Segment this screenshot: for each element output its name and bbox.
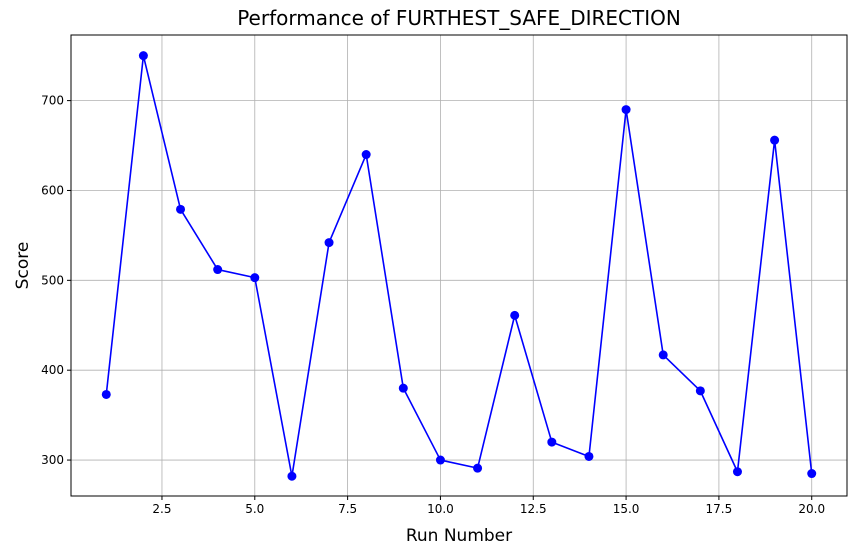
series-layer <box>101 51 817 481</box>
data-point <box>101 389 111 399</box>
x-tick-label: 15.0 <box>613 502 640 516</box>
data-point <box>473 463 483 473</box>
x-tick-label: 12.5 <box>520 502 547 516</box>
data-point <box>510 310 520 320</box>
y-tick-label: 500 <box>41 273 64 287</box>
data-point <box>435 455 445 465</box>
data-point <box>621 105 631 115</box>
data-point <box>287 471 297 481</box>
x-tick-label: 17.5 <box>706 502 733 516</box>
data-point <box>398 383 408 393</box>
plot-background <box>71 35 847 496</box>
x-tick-label: 7.5 <box>338 502 357 516</box>
data-point <box>324 238 334 248</box>
x-tick-label: 2.5 <box>152 502 171 516</box>
data-point <box>176 204 186 214</box>
x-tick-label: 10.0 <box>427 502 454 516</box>
data-point <box>547 437 557 447</box>
data-point <box>770 135 780 145</box>
data-point <box>732 467 742 477</box>
plot-frame <box>70 34 848 497</box>
data-point <box>250 273 260 283</box>
data-point <box>695 386 705 396</box>
y-tick-label: 600 <box>41 183 64 197</box>
chart-title: Performance of FURTHEST_SAFE_DIRECTION <box>237 6 681 30</box>
y-tick-label: 700 <box>41 94 64 108</box>
series-line <box>105 54 813 478</box>
x-tick-label: 5.0 <box>245 502 264 516</box>
data-point <box>361 150 371 160</box>
x-axis-label: Run Number <box>406 526 512 546</box>
data-point <box>658 350 668 360</box>
y-axis-label: Score <box>13 242 33 290</box>
y-tick-label: 400 <box>41 363 64 377</box>
tick-layer: 2.5 5.0 7.5 10.0 12.5 15.0 17.5 20.0 300 400 500 60… <box>41 94 825 516</box>
data-point <box>213 265 223 275</box>
data-point <box>138 51 148 61</box>
data-point <box>807 469 817 479</box>
x-tick-label: 20.0 <box>798 502 825 516</box>
data-point <box>584 451 594 461</box>
y-tick-label: 300 <box>41 453 64 467</box>
